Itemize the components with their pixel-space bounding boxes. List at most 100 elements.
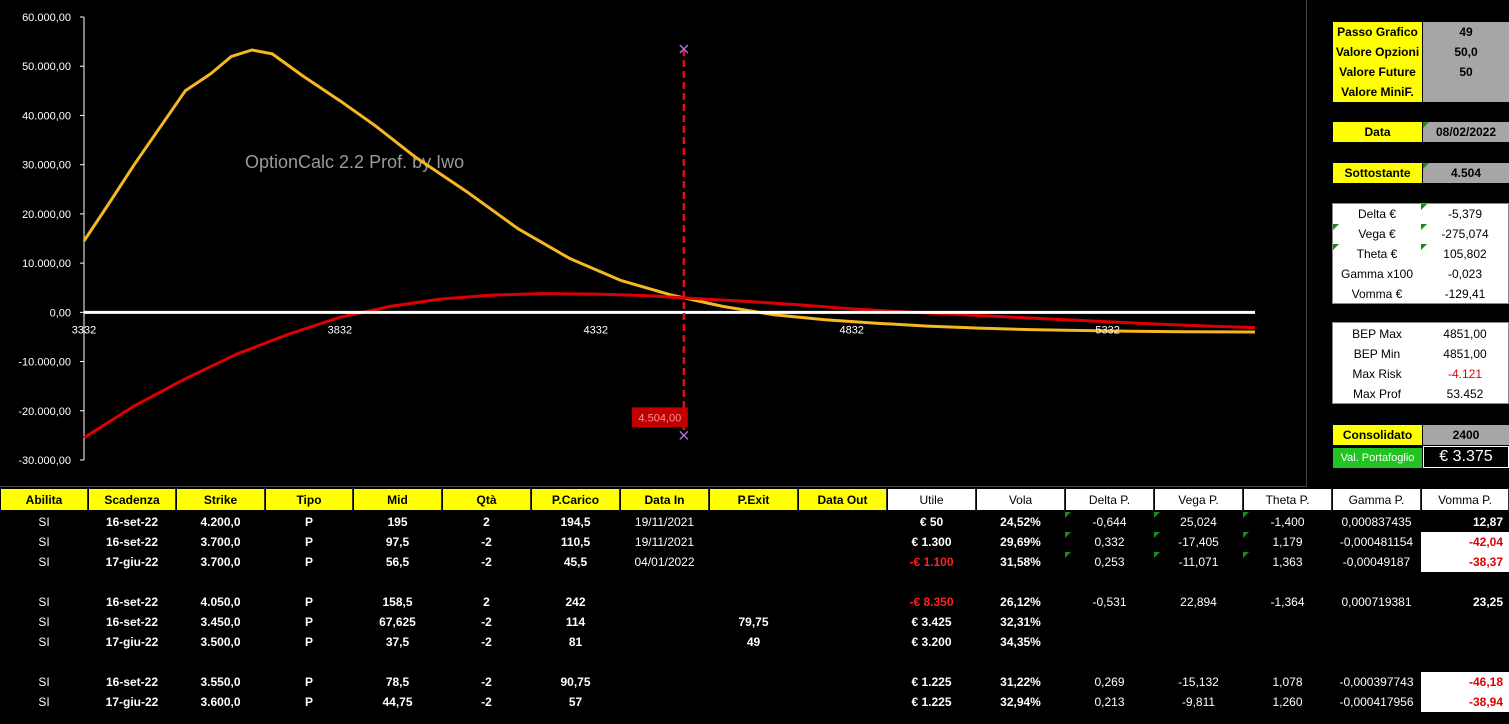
table-cell[interactable]: 0,213 — [1094, 695, 1125, 709]
table-cell[interactable] — [709, 692, 798, 712]
table-cell[interactable]: -15,132 — [1178, 675, 1219, 689]
table-cell[interactable]: 31,22% — [1000, 675, 1041, 689]
table-cell[interactable]: -0,000417956 — [1339, 695, 1414, 709]
table-cell[interactable] — [798, 532, 887, 552]
table-cell[interactable]: -2 — [481, 555, 492, 569]
table-cell[interactable]: P — [304, 695, 313, 709]
table-cell[interactable]: 16-set-22 — [105, 535, 159, 549]
table-cell[interactable]: 0,000837435 — [1341, 515, 1412, 529]
table-cell[interactable]: 110,5 — [560, 535, 591, 549]
table-cell[interactable]: 90,75 — [560, 675, 591, 689]
table-cell[interactable]: 19/11/2021 — [634, 535, 695, 549]
table-cell[interactable] — [709, 592, 798, 612]
table-cell[interactable]: -2 — [481, 615, 492, 629]
table-cell[interactable]: € 3.425 — [911, 615, 952, 629]
table-cell[interactable]: 32,31% — [1000, 615, 1041, 629]
table-cell[interactable]: € 3.200 — [911, 635, 952, 649]
table-cell[interactable]: 12,87 — [1472, 515, 1503, 529]
table-cell[interactable]: 81 — [568, 635, 583, 649]
consolidato-value[interactable]: 2400 — [1423, 425, 1509, 445]
table-cell[interactable]: 56,5 — [385, 555, 410, 569]
table-cell[interactable]: 16-set-22 — [105, 595, 159, 609]
table-cell[interactable]: 49 — [746, 635, 761, 649]
valore-minif-value[interactable] — [1423, 82, 1509, 102]
table-cell[interactable]: 17-giu-22 — [105, 695, 159, 709]
table-cell[interactable]: SI — [38, 635, 50, 649]
table-cell[interactable]: SI — [38, 615, 50, 629]
table-cell[interactable]: -€ 8.350 — [909, 595, 954, 609]
table-cell[interactable]: 1,363 — [1272, 555, 1303, 569]
table-cell[interactable]: 0,269 — [1094, 675, 1125, 689]
sottostante-value[interactable]: 4.504 — [1423, 163, 1509, 183]
table-cell[interactable]: 16-set-22 — [105, 515, 159, 529]
table-cell[interactable]: P — [304, 515, 313, 529]
table-cell[interactable]: SI — [38, 555, 50, 569]
table-cell[interactable] — [620, 592, 709, 612]
passo-grafico-value[interactable]: 49 — [1423, 22, 1509, 42]
table-cell[interactable]: -46,18 — [1421, 672, 1509, 692]
table-cell[interactable]: -2 — [481, 635, 492, 649]
table-cell[interactable] — [709, 552, 798, 572]
table-cell[interactable] — [798, 512, 887, 532]
table-cell[interactable]: 1,179 — [1272, 535, 1303, 549]
table-cell[interactable]: -1,364 — [1270, 595, 1305, 609]
table-cell[interactable]: -0,644 — [1092, 515, 1127, 529]
table-cell[interactable]: P — [304, 595, 313, 609]
table-cell[interactable]: 3.550,0 — [200, 675, 241, 689]
table-cell[interactable]: 3.450,0 — [200, 615, 241, 629]
table-cell[interactable]: 44,75 — [382, 695, 413, 709]
table-cell[interactable]: 79,75 — [738, 615, 769, 629]
valore-opzioni-value[interactable]: 50,0 — [1423, 42, 1509, 62]
table-cell[interactable] — [709, 672, 798, 692]
table-cell[interactable]: 16-set-22 — [105, 615, 159, 629]
table-cell[interactable]: 0,332 — [1094, 535, 1125, 549]
data-value[interactable]: 08/02/2022 — [1423, 122, 1509, 142]
table-cell[interactable]: -17,405 — [1178, 535, 1219, 549]
valore-future-value[interactable]: 50 — [1423, 62, 1509, 82]
table-cell[interactable] — [798, 592, 887, 612]
table-cell[interactable]: P — [304, 635, 313, 649]
table-cell[interactable]: € 1.225 — [911, 675, 952, 689]
table-cell[interactable] — [620, 612, 709, 632]
table-cell[interactable]: 37,5 — [385, 635, 410, 649]
table-cell[interactable] — [1243, 632, 1332, 652]
table-cell[interactable]: 24,52% — [1000, 515, 1041, 529]
table-cell[interactable]: 3.600,0 — [200, 695, 241, 709]
table-cell[interactable] — [798, 692, 887, 712]
table-cell[interactable]: 3.500,0 — [200, 635, 241, 649]
table-cell[interactable]: 1,260 — [1272, 695, 1303, 709]
table-cell[interactable]: € 1.225 — [911, 695, 952, 709]
table-cell[interactable]: 67,625 — [379, 615, 416, 629]
table-cell[interactable]: -38,37 — [1421, 552, 1509, 572]
table-cell[interactable]: -11,071 — [1178, 555, 1219, 569]
table-cell[interactable]: -38,94 — [1421, 692, 1509, 712]
table-cell[interactable]: 2 — [483, 515, 490, 529]
table-cell[interactable]: 4.200,0 — [200, 515, 241, 529]
table-cell[interactable]: -2 — [481, 675, 492, 689]
table-cell[interactable] — [798, 632, 887, 652]
table-cell[interactable]: 242 — [565, 595, 586, 609]
table-cell[interactable] — [709, 532, 798, 552]
table-cell[interactable]: -42,04 — [1421, 532, 1509, 552]
table-cell[interactable]: 45,5 — [563, 555, 588, 569]
table-cell[interactable]: SI — [38, 535, 50, 549]
table-cell[interactable]: SI — [38, 675, 50, 689]
table-cell[interactable] — [1332, 612, 1421, 632]
table-cell[interactable]: 3.700,0 — [200, 555, 241, 569]
table-cell[interactable]: -€ 1.100 — [909, 555, 954, 569]
table-cell[interactable]: P — [304, 615, 313, 629]
table-cell[interactable] — [798, 672, 887, 692]
table-cell[interactable]: 3.700,0 — [200, 535, 241, 549]
table-cell[interactable]: P — [304, 675, 313, 689]
table-cell[interactable]: € 50 — [919, 515, 944, 529]
table-cell[interactable]: SI — [38, 695, 50, 709]
table-cell[interactable]: -2 — [481, 535, 492, 549]
table-cell[interactable] — [709, 512, 798, 532]
table-cell[interactable]: 17-giu-22 — [105, 555, 159, 569]
table-cell[interactable] — [1421, 612, 1509, 632]
table-cell[interactable]: -9,811 — [1181, 695, 1216, 709]
table-cell[interactable] — [798, 552, 887, 572]
table-cell[interactable]: -0,00049187 — [1342, 555, 1411, 569]
table-cell[interactable] — [1065, 632, 1154, 652]
table-cell[interactable] — [620, 672, 709, 692]
